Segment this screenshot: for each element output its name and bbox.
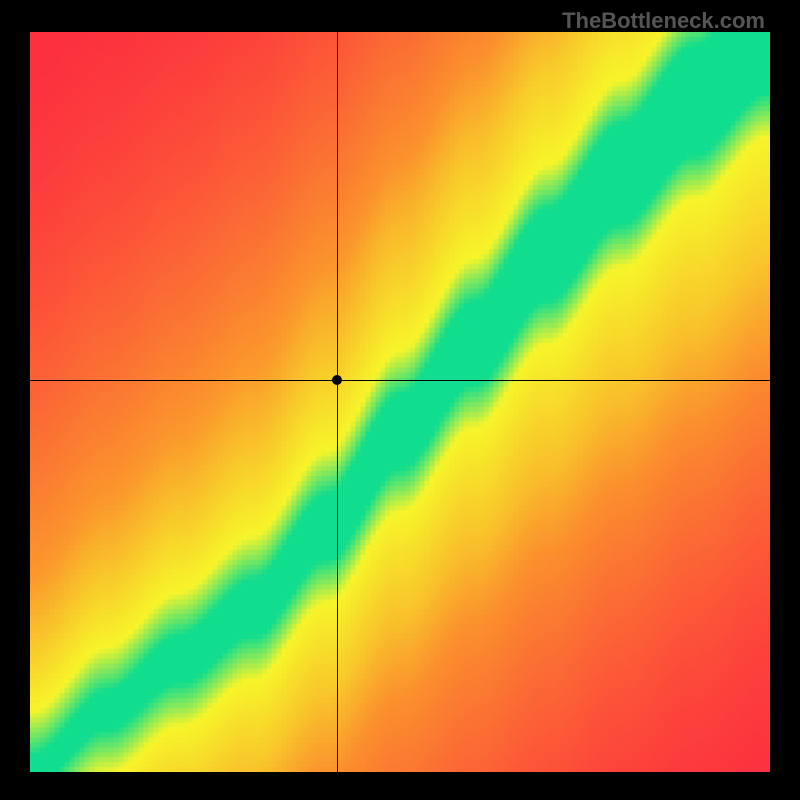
- watermark-text: TheBottleneck.com: [562, 8, 765, 34]
- crosshair-vertical: [337, 32, 338, 772]
- crosshair-marker: [332, 375, 342, 385]
- bottleneck-heatmap: [30, 32, 770, 772]
- crosshair-horizontal: [30, 380, 770, 381]
